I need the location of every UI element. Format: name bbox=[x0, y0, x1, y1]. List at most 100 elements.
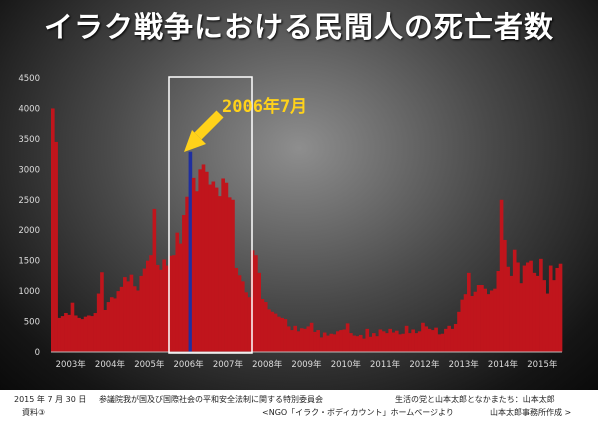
bar bbox=[447, 325, 451, 352]
bar bbox=[218, 196, 222, 352]
y-tick-label: 4500 bbox=[18, 74, 40, 84]
bar bbox=[322, 332, 327, 352]
bar bbox=[430, 330, 435, 352]
bar bbox=[103, 309, 108, 352]
highlight-box bbox=[168, 76, 253, 354]
bar bbox=[476, 285, 481, 352]
bar bbox=[417, 331, 422, 352]
bar bbox=[440, 333, 445, 352]
bar bbox=[470, 295, 474, 352]
x-tick-label: 2008年 bbox=[252, 359, 283, 370]
bar bbox=[57, 317, 62, 352]
bar bbox=[372, 333, 376, 352]
bar bbox=[388, 328, 393, 352]
bar bbox=[208, 184, 212, 352]
bar bbox=[283, 319, 288, 352]
bar bbox=[463, 294, 468, 352]
bar bbox=[437, 334, 442, 352]
bar bbox=[525, 262, 530, 352]
bar bbox=[391, 332, 396, 352]
bar bbox=[408, 333, 412, 352]
y-tick-label: 0 bbox=[35, 348, 40, 358]
x-tick-label: 2014年 bbox=[488, 359, 519, 370]
bar bbox=[87, 315, 91, 352]
y-tick-label: 1000 bbox=[18, 287, 40, 297]
bar bbox=[519, 283, 524, 352]
bar bbox=[142, 268, 147, 352]
bar bbox=[168, 255, 173, 352]
bar bbox=[70, 302, 75, 352]
bar bbox=[473, 291, 478, 352]
bar bbox=[51, 108, 55, 352]
bar bbox=[460, 299, 465, 352]
x-tick-label: 2012年 bbox=[409, 359, 440, 370]
bar bbox=[106, 302, 111, 352]
bar bbox=[368, 336, 373, 352]
bar bbox=[159, 269, 163, 352]
bar bbox=[555, 267, 560, 352]
bar bbox=[427, 328, 432, 352]
bar bbox=[506, 266, 510, 352]
bar bbox=[339, 330, 343, 352]
bar bbox=[290, 330, 294, 352]
bar bbox=[516, 262, 520, 352]
bar bbox=[542, 280, 546, 352]
bar bbox=[352, 335, 356, 352]
bar bbox=[109, 297, 114, 352]
bar bbox=[191, 177, 196, 352]
bar bbox=[496, 271, 501, 352]
bar bbox=[539, 258, 543, 352]
bars bbox=[51, 108, 563, 352]
x-tick-label: 2007年 bbox=[213, 359, 244, 370]
bar bbox=[195, 191, 199, 352]
bar bbox=[136, 290, 140, 352]
footer-committee: 参議院我が国及び国際社会の平和安全法制に関する特別委員会 bbox=[99, 395, 323, 404]
bar bbox=[411, 329, 415, 352]
bar bbox=[100, 272, 104, 352]
bar bbox=[182, 215, 186, 352]
bar bbox=[240, 281, 245, 352]
bar bbox=[67, 314, 72, 352]
bar bbox=[299, 328, 304, 352]
bar bbox=[309, 322, 314, 352]
x-tick-label: 2006年 bbox=[174, 359, 205, 370]
bar bbox=[129, 274, 134, 352]
bar bbox=[257, 272, 261, 352]
x-tick-label: 2010年 bbox=[331, 359, 362, 370]
bar bbox=[480, 285, 484, 352]
bar bbox=[145, 260, 150, 352]
bar bbox=[231, 199, 235, 352]
bar bbox=[548, 265, 553, 352]
bar bbox=[404, 325, 409, 352]
bar-highlight bbox=[188, 151, 193, 352]
bar bbox=[365, 328, 370, 352]
bar bbox=[385, 333, 389, 352]
bar bbox=[198, 169, 203, 352]
bar bbox=[303, 328, 307, 352]
bar bbox=[319, 337, 324, 352]
bar bbox=[345, 323, 350, 352]
bar bbox=[381, 331, 386, 352]
x-tick-label: 2004年 bbox=[95, 359, 126, 370]
bar bbox=[132, 286, 137, 352]
bar bbox=[424, 326, 429, 352]
bar bbox=[113, 298, 117, 352]
x-tick-label: 2011年 bbox=[370, 359, 401, 370]
bar bbox=[535, 275, 540, 352]
bar bbox=[375, 336, 379, 352]
bar bbox=[270, 311, 275, 352]
bar bbox=[237, 275, 242, 352]
bar bbox=[149, 255, 153, 352]
bar bbox=[529, 260, 533, 352]
bar bbox=[123, 277, 127, 352]
bar bbox=[165, 265, 170, 352]
y-tick-label: 2500 bbox=[18, 196, 40, 206]
bar bbox=[80, 319, 85, 352]
bar bbox=[326, 335, 330, 352]
y-axis: 0 500 1000 1500 2000 2500 3000 3500 4000 4500 bbox=[18, 74, 40, 358]
annotation-label: 2006年7月 bbox=[222, 96, 307, 117]
bar bbox=[296, 331, 301, 352]
footer: 2015 年 7 月 30 日 参議院我が国及び国際社会の平和安全法制に関する特… bbox=[0, 390, 598, 423]
bar bbox=[227, 197, 232, 352]
bar bbox=[73, 315, 78, 352]
